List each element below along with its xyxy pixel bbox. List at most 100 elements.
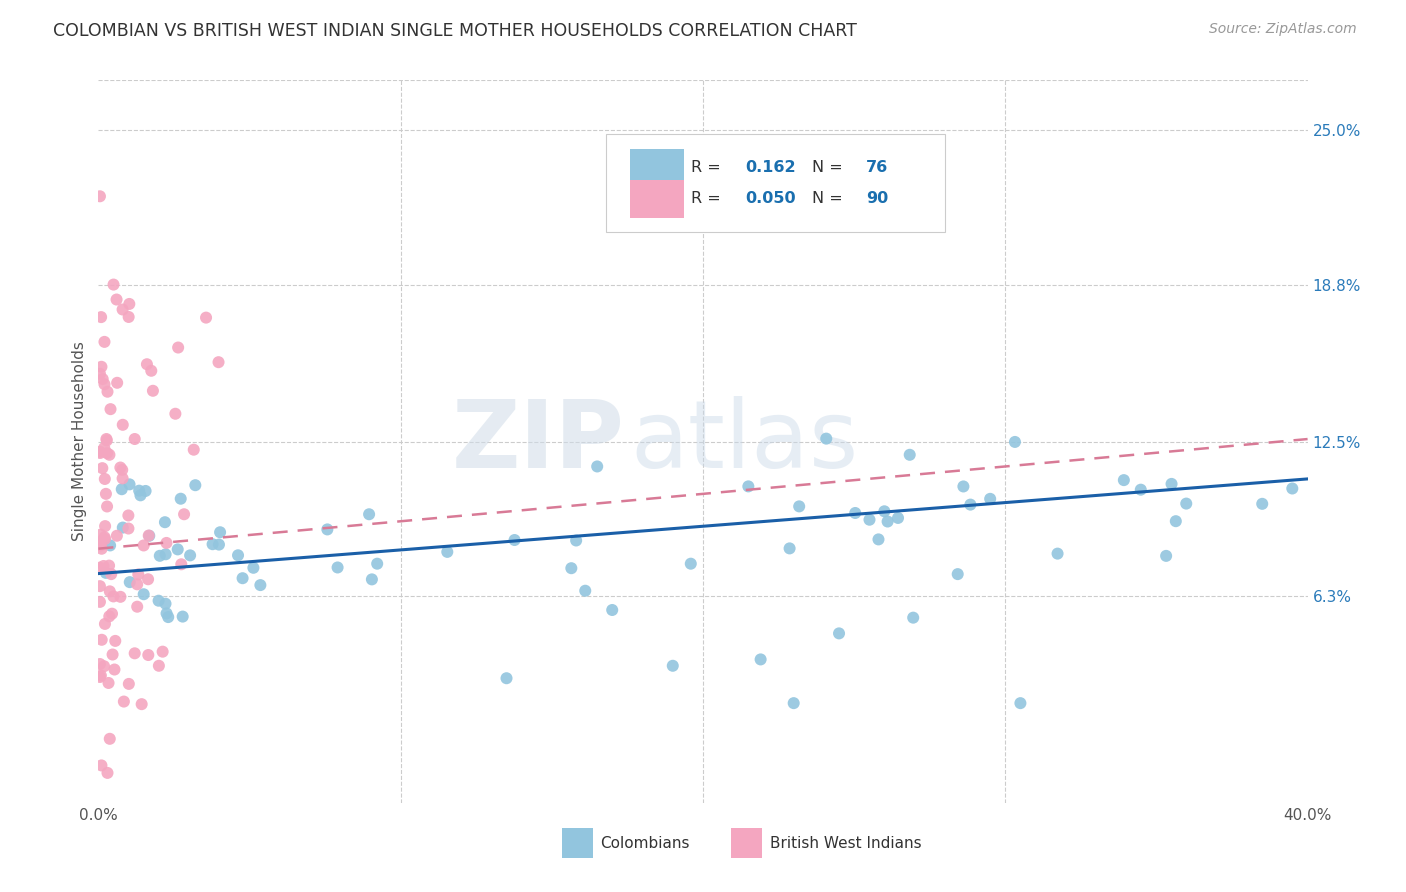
- Point: [93, 377, 115, 392]
- Point: [127, 567, 149, 582]
- Point: [100, 567, 122, 582]
- Point: [117, 508, 139, 523]
- Point: [117, 522, 139, 536]
- Point: [93, 530, 115, 544]
- Text: Source: ZipAtlas.com: Source: ZipAtlas.com: [1209, 22, 1357, 37]
- Point: [94, 519, 117, 533]
- Point: [90, 527, 112, 541]
- FancyBboxPatch shape: [630, 149, 683, 186]
- Point: [1010, 696, 1032, 710]
- Point: [887, 511, 910, 525]
- Point: [127, 599, 149, 614]
- Point: [89, 444, 111, 458]
- Point: [873, 504, 896, 518]
- Point: [111, 471, 134, 485]
- Point: [98, 448, 121, 462]
- FancyBboxPatch shape: [731, 828, 762, 858]
- Point: [815, 432, 838, 446]
- Point: [112, 695, 135, 709]
- Point: [495, 671, 517, 685]
- Point: [96, 434, 118, 448]
- Point: [111, 520, 134, 534]
- Point: [105, 376, 128, 390]
- Point: [1046, 547, 1069, 561]
- Point: [503, 533, 526, 547]
- Point: [103, 663, 125, 677]
- Point: [600, 603, 623, 617]
- Text: 76: 76: [866, 161, 889, 175]
- Point: [89, 367, 111, 381]
- Point: [101, 607, 124, 621]
- Point: [89, 446, 111, 460]
- Point: [110, 590, 132, 604]
- Point: [1164, 514, 1187, 528]
- Point: [560, 561, 582, 575]
- Point: [141, 364, 163, 378]
- Point: [195, 310, 218, 325]
- Point: [138, 529, 160, 543]
- Point: [90, 541, 112, 556]
- Point: [136, 572, 159, 586]
- Point: [903, 610, 925, 624]
- Point: [737, 479, 759, 493]
- Point: [110, 460, 132, 475]
- Point: [111, 463, 134, 477]
- Point: [170, 558, 193, 572]
- Point: [136, 357, 159, 371]
- Point: [1154, 549, 1177, 563]
- Point: [844, 506, 866, 520]
- Text: 0.162: 0.162: [745, 161, 796, 175]
- Text: COLOMBIAN VS BRITISH WEST INDIAN SINGLE MOTHER HOUSEHOLDS CORRELATION CHART: COLOMBIAN VS BRITISH WEST INDIAN SINGLE …: [53, 22, 858, 40]
- Point: [1160, 476, 1182, 491]
- Point: [316, 523, 339, 537]
- Point: [574, 583, 596, 598]
- Point: [96, 384, 118, 399]
- Point: [136, 648, 159, 662]
- Point: [565, 533, 588, 548]
- Point: [201, 537, 224, 551]
- Point: [359, 508, 381, 522]
- Point: [129, 488, 152, 502]
- Point: [208, 538, 231, 552]
- Point: [94, 532, 117, 546]
- Point: [94, 487, 117, 501]
- Point: [326, 560, 349, 574]
- Point: [166, 542, 188, 557]
- Point: [118, 477, 141, 491]
- Point: [209, 525, 232, 540]
- Point: [361, 573, 384, 587]
- Point: [96, 765, 118, 780]
- Point: [586, 459, 609, 474]
- FancyBboxPatch shape: [561, 828, 593, 858]
- Point: [94, 616, 117, 631]
- Point: [787, 500, 810, 514]
- Point: [96, 432, 118, 446]
- Point: [170, 491, 193, 506]
- Point: [165, 407, 187, 421]
- Point: [90, 359, 112, 374]
- Point: [103, 590, 125, 604]
- Point: [90, 632, 112, 647]
- Point: [128, 483, 150, 498]
- Point: [118, 310, 141, 324]
- Point: [89, 657, 111, 671]
- Point: [828, 626, 851, 640]
- Point: [138, 528, 160, 542]
- Text: 0.050: 0.050: [745, 191, 796, 206]
- Point: [232, 571, 254, 585]
- FancyBboxPatch shape: [606, 135, 945, 232]
- Point: [124, 646, 146, 660]
- Point: [89, 535, 111, 549]
- Y-axis label: Single Mother Households: Single Mother Households: [72, 342, 87, 541]
- Point: [101, 648, 124, 662]
- Point: [179, 549, 201, 563]
- Point: [98, 538, 121, 552]
- Text: R =: R =: [690, 191, 725, 206]
- Point: [127, 577, 149, 591]
- Point: [1112, 473, 1135, 487]
- Point: [91, 461, 114, 475]
- Point: [132, 587, 155, 601]
- Point: [111, 302, 134, 317]
- Text: R =: R =: [690, 161, 725, 175]
- Point: [93, 441, 115, 455]
